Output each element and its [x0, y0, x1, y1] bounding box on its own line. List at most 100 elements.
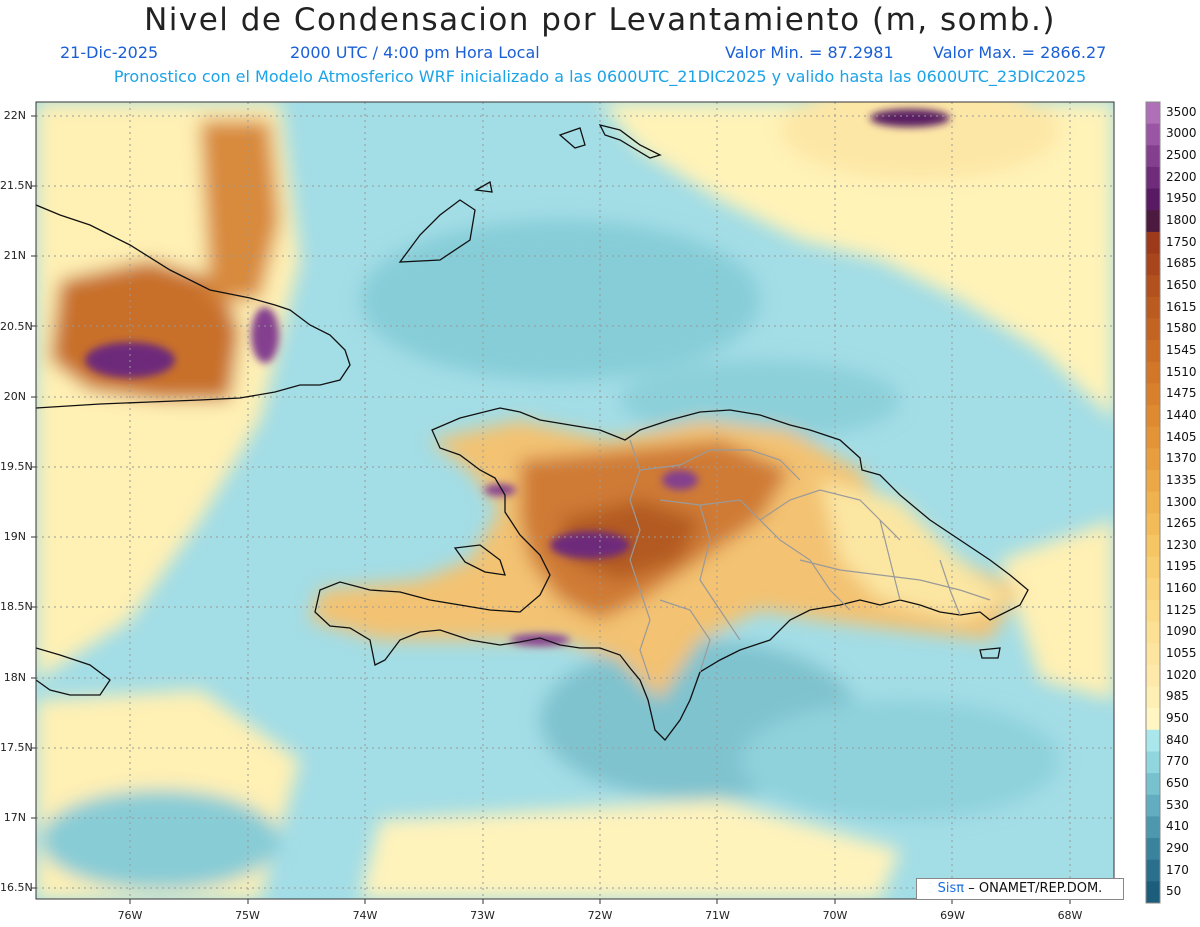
- colorbar-label: 1750: [1166, 234, 1197, 249]
- colorbar-swatch: [1146, 729, 1160, 752]
- colorbar-label: 1615: [1166, 299, 1197, 314]
- latitude-label: 22N: [3, 109, 26, 122]
- colorbar-swatch: [1146, 210, 1160, 233]
- credit-box: Sisπ – ONAMET/REP.DOM.: [916, 878, 1124, 900]
- colorbar-swatch: [1146, 773, 1160, 796]
- forecast-description: Pronostico con el Modelo Atmosferico WRF…: [113, 67, 1087, 86]
- colorbar-label: 840: [1166, 732, 1189, 747]
- time-label: 2000 UTC / 4:00 pm Hora Local: [290, 43, 540, 62]
- colorbar-swatch: [1146, 794, 1160, 817]
- colorbar-swatch: [1146, 470, 1160, 493]
- colorbar-swatch: [1146, 751, 1160, 774]
- colorbar-label: 290: [1166, 840, 1189, 855]
- colorbar-swatch: [1146, 405, 1160, 428]
- colorbar-swatch: [1146, 231, 1160, 255]
- longitude-label: 74W: [352, 909, 378, 922]
- longitude-label: 75W: [235, 909, 260, 922]
- axis-ticks: [31, 115, 1071, 904]
- colorbar-label: 950: [1166, 710, 1189, 725]
- colorbar-label: 530: [1166, 797, 1189, 812]
- colorbar-label: 1370: [1166, 451, 1197, 466]
- colorbar-swatch: [1146, 816, 1160, 839]
- latitude-label: 20N: [3, 389, 26, 403]
- colorbar-label: 1580: [1166, 321, 1197, 336]
- latitude-label: 16.5N: [0, 881, 33, 895]
- colorbar-label: 1800: [1166, 213, 1197, 228]
- longitude-label: 76W: [117, 909, 143, 922]
- colorbar-swatch: [1146, 643, 1160, 666]
- colorbar-label: 1475: [1166, 386, 1197, 401]
- latitude-label: 20.5N: [0, 319, 33, 333]
- colorbar-label: 1950: [1166, 191, 1197, 206]
- colorbar-label: 2500: [1166, 148, 1197, 163]
- colorbar-label: 1090: [1166, 624, 1197, 639]
- colorbar-swatch: [1146, 145, 1160, 168]
- latitude-label: 17N: [3, 811, 26, 824]
- colorbar-label: 1510: [1166, 364, 1197, 379]
- latitude-label: 18N: [3, 670, 26, 684]
- latitude-label: 21N: [3, 249, 26, 263]
- colorbar-swatch: [1146, 188, 1160, 211]
- max-value-label: Valor Max. = 2866.27: [933, 43, 1107, 62]
- colorbar-swatch: [1146, 534, 1160, 558]
- colorbar-swatch: [1146, 318, 1160, 341]
- colorbar-label: 3500: [1166, 104, 1197, 119]
- colorbar-swatch: [1146, 513, 1160, 536]
- colorbar-label: 3000: [1166, 126, 1197, 141]
- colorbar-label: 1300: [1166, 494, 1197, 509]
- colorbar-label: 985: [1166, 689, 1189, 704]
- longitude-label: 72W: [587, 909, 613, 922]
- latitude-label: 19.5N: [0, 460, 33, 473]
- colorbar-swatch: [1146, 448, 1160, 471]
- colorbar-label: 650: [1166, 775, 1189, 790]
- grid-lines: [36, 102, 1114, 899]
- longitude-label: 69W: [940, 909, 965, 922]
- colorbar-swatch: [1146, 838, 1160, 861]
- colorbar-swatch: [1146, 686, 1160, 709]
- colorbar-swatch: [1146, 881, 1160, 904]
- colorbar-swatch: [1146, 859, 1160, 882]
- colorbar-swatch: [1146, 578, 1160, 601]
- province-borders: [629, 439, 991, 681]
- latitude-label: 17.5N: [0, 740, 33, 754]
- colorbar-swatch: [1146, 556, 1160, 579]
- colorbar-swatch: [1146, 166, 1160, 190]
- colorbar-swatch: [1146, 491, 1160, 514]
- colorbar-swatch: [1146, 426, 1160, 449]
- colorbar-swatch: [1146, 621, 1160, 644]
- date-label: 21-Dic-2025: [60, 43, 159, 62]
- longitude-label: 73W: [470, 909, 495, 922]
- colorbar-label: 1440: [1166, 407, 1197, 422]
- colorbar-label: 2200: [1166, 169, 1197, 184]
- colorbar-label: 1405: [1166, 429, 1197, 444]
- coastlines: [36, 124, 1029, 741]
- longitude-label: 68W: [1057, 909, 1083, 922]
- colorbar-label: 1195: [1166, 559, 1197, 574]
- colorbar-swatch: [1146, 275, 1160, 298]
- longitude-label: 70W: [822, 909, 848, 922]
- colorbar-swatch: [1146, 296, 1160, 319]
- colorbar-swatch: [1146, 708, 1160, 731]
- min-value-label: Valor Min. = 87.2981: [725, 43, 894, 62]
- colorbar-swatch: [1146, 599, 1160, 623]
- colorbar-label: 1125: [1166, 602, 1197, 617]
- colorbar-label: 1265: [1166, 516, 1197, 531]
- colorbar-label: 1685: [1166, 256, 1197, 271]
- sispi-logo-text: Sisπ: [937, 881, 965, 896]
- colorbar-swatch: [1146, 123, 1160, 146]
- colorbar-swatch: [1146, 102, 1160, 125]
- colorbar-frame: [1145, 101, 1161, 904]
- colorbar-swatch: [1146, 340, 1160, 363]
- latitude-label: 19N: [3, 530, 26, 544]
- colorbar-label: 1230: [1166, 537, 1197, 552]
- colorbar-swatch: [1146, 361, 1160, 384]
- map-frame: [35, 101, 1115, 900]
- colorbar-label: 170: [1166, 862, 1189, 877]
- colorbar-label: 770: [1166, 754, 1189, 769]
- colorbar-label: 1650: [1166, 278, 1197, 292]
- colorbar-swatch: [1146, 383, 1160, 406]
- colorbar-label: 410: [1166, 819, 1189, 834]
- colorbar-label: 1545: [1166, 342, 1197, 357]
- longitude-label: 71W: [705, 909, 730, 922]
